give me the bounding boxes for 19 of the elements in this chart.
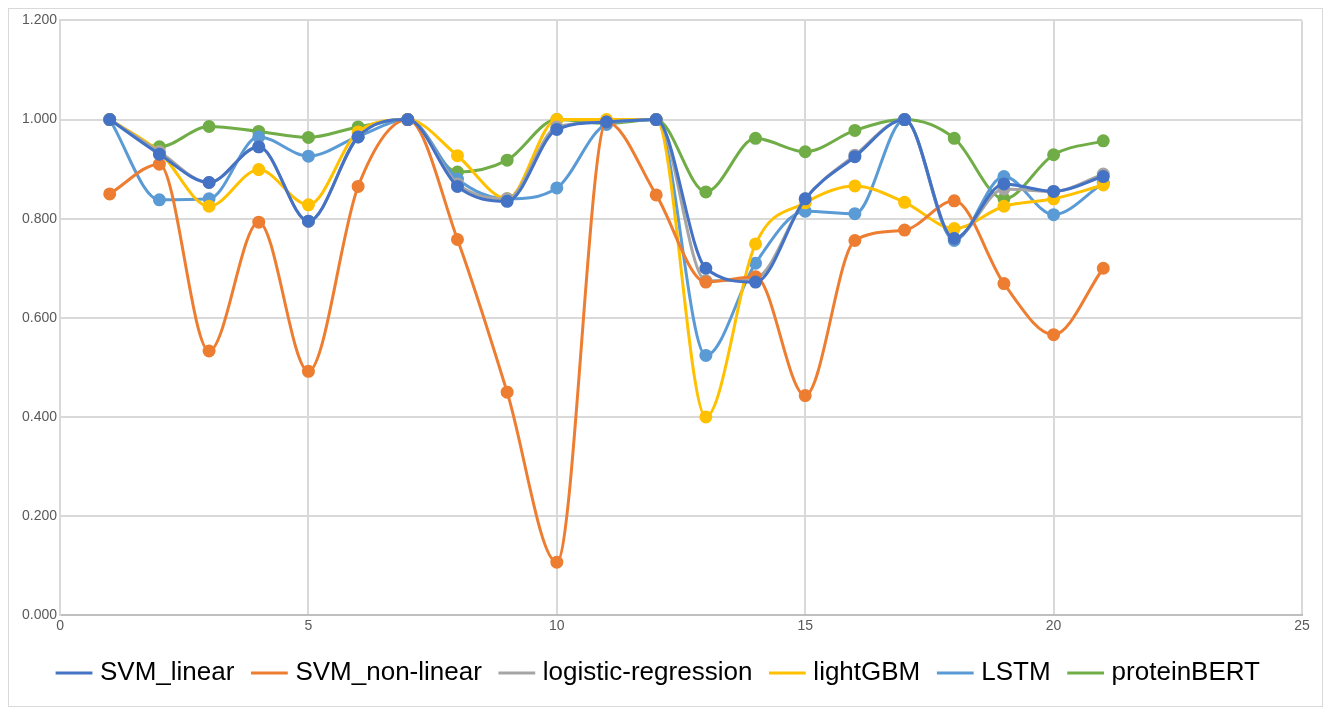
legend-label: logistic-regression (542, 656, 753, 687)
x-tick-label: 15 (797, 617, 814, 634)
y-tick-label: 0.200 (21, 506, 58, 523)
y-tick-label: 1.200 (21, 11, 58, 28)
legend-label: proteinBERT (1111, 656, 1261, 687)
x-tick-label: 25 (1294, 617, 1310, 634)
y-tick-label: 1.000 (21, 110, 58, 127)
legend-label: lightGBM (813, 656, 921, 687)
y-tick-label: 0.600 (21, 308, 58, 325)
x-tick-label: 20 (1045, 617, 1062, 634)
y-tick-label: 0.400 (21, 407, 58, 424)
legend-label: LSTM (981, 656, 1051, 687)
x-tick-label: 0 (56, 617, 65, 634)
legend-label: SVM_non-linear (295, 656, 483, 687)
x-tick-label: 5 (304, 617, 313, 634)
y-tick-label: 0.000 (21, 606, 58, 623)
x-tick-label: 10 (549, 617, 565, 634)
y-tick-label: 0.800 (21, 209, 58, 226)
legend-label: SVM_linear (100, 656, 235, 687)
